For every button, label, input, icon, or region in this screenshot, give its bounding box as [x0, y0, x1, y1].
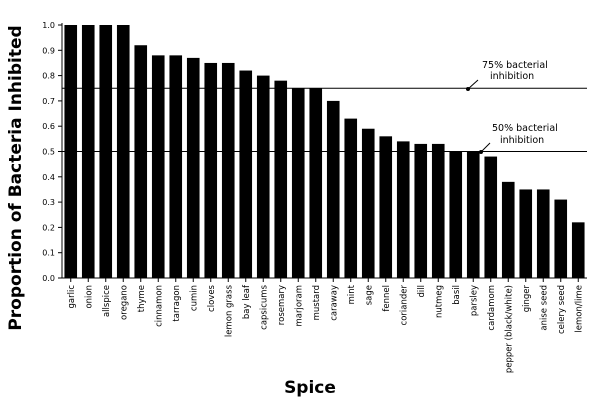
- x-tick-label: nutmeg: [434, 285, 444, 318]
- x-tick-label: garlic: [67, 285, 77, 309]
- y-tick-label: 0.8: [42, 72, 55, 81]
- bar: [99, 25, 113, 278]
- bar: [501, 181, 515, 278]
- x-tick-label: lemon grass: [224, 284, 234, 337]
- reference-label-line2: inhibition: [500, 135, 544, 146]
- x-tick-label: mustard: [312, 285, 322, 320]
- bar: [484, 156, 498, 278]
- bar: [309, 88, 323, 278]
- bar: [151, 55, 165, 278]
- x-tick-label: mint: [347, 284, 357, 304]
- x-tick-label: allspice: [102, 285, 112, 317]
- x-tick-label: bay leaf: [242, 284, 252, 319]
- x-tick-label: anise seed: [539, 285, 549, 331]
- bar: [239, 70, 253, 278]
- reference-label-line1: 75% bacterial: [482, 60, 548, 71]
- y-tick-label: 0.1: [42, 249, 55, 258]
- bar: [431, 143, 445, 278]
- y-tick-label: 0.3: [42, 198, 55, 207]
- x-tick-label: cardamom: [487, 285, 497, 331]
- y-tick-label: 1.0: [42, 21, 55, 30]
- reference-label-line2: inhibition: [490, 71, 534, 82]
- x-tick-label: tarragon: [172, 285, 182, 322]
- x-tick-label: sage: [364, 285, 374, 305]
- annotation-pointer: [467, 79, 479, 90]
- bars: [64, 25, 585, 282]
- bar: [204, 62, 218, 279]
- bar: [449, 151, 463, 278]
- x-tick-label: onion: [84, 285, 94, 309]
- x-tick-label: oregano: [119, 285, 129, 320]
- x-axis-title: Spice: [284, 378, 336, 398]
- x-tick-label: cumin: [189, 285, 199, 311]
- x-tick-label: caraway: [329, 285, 339, 321]
- bar: [466, 151, 480, 278]
- x-tick-label: pepper (black/white): [504, 285, 514, 373]
- y-axis-ticks: 0.0 0.1 0.2 0.3 0.4 0.5 0.6 0.7 0.8 0.9 1.0: [42, 21, 62, 283]
- y-tick-label: 0.7: [42, 97, 55, 106]
- x-tick-label: dill: [417, 285, 427, 297]
- bar: [379, 136, 393, 278]
- bar: [571, 222, 585, 278]
- y-tick-label: 0.4: [42, 173, 55, 182]
- x-tick-label: basil: [452, 285, 462, 305]
- x-tick-label: parsley: [469, 285, 479, 316]
- bar: [536, 189, 550, 278]
- bar: [414, 143, 428, 278]
- x-tick-label: ginger: [522, 284, 532, 312]
- x-tick-label: cinnamon: [154, 285, 164, 327]
- x-tick-label: celery seed: [557, 285, 567, 334]
- bar: [81, 25, 95, 278]
- bar: [326, 100, 340, 279]
- bar: [361, 128, 375, 278]
- y-tick-label: 0.6: [42, 122, 55, 131]
- x-tick-label: cloves: [207, 284, 217, 311]
- y-tick-label: 0.9: [42, 46, 55, 55]
- x-tick-label: rosemary: [277, 285, 287, 325]
- y-axis-title: Proportion of Bacteria Inhibited: [6, 25, 26, 330]
- x-tick-label: lemon/lime: [574, 285, 584, 333]
- bar: [256, 75, 270, 278]
- x-tick-label: thyme: [137, 285, 147, 312]
- annotation-pointer-head: [466, 87, 470, 91]
- x-tick-label: marjoram: [294, 285, 304, 327]
- y-tick-label: 0.5: [42, 148, 55, 157]
- bar: [344, 118, 358, 278]
- bar: [519, 189, 533, 278]
- bar: [186, 57, 200, 278]
- reference-label-line1: 50% bacterial: [492, 123, 558, 134]
- bar: [274, 80, 288, 278]
- x-tick-label: fennel: [382, 285, 392, 312]
- bar: [169, 55, 183, 278]
- bar: [396, 141, 410, 278]
- x-axis-category-labels: garlic onion allspice oregano thyme cinnamon t…: [67, 284, 585, 373]
- bar: [64, 25, 78, 278]
- bar: [116, 25, 130, 278]
- bar: [554, 199, 568, 278]
- bar: [291, 88, 305, 278]
- reference-lines: [62, 87, 587, 152]
- x-tick-label: coriander: [399, 285, 409, 326]
- y-tick-label: 0.0: [42, 274, 55, 283]
- annotation-pointer: [480, 142, 491, 153]
- bar: [134, 45, 148, 278]
- bar: [221, 62, 235, 279]
- annotation-pointer-head: [479, 150, 483, 154]
- x-tick-label: capsicums: [259, 284, 269, 329]
- y-tick-label: 0.2: [42, 223, 55, 232]
